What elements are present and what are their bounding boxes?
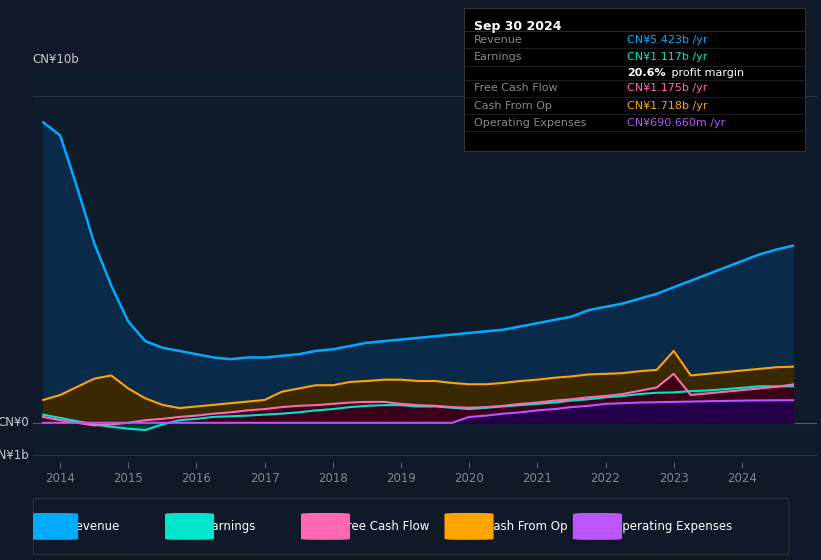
Text: Cash From Op: Cash From Op <box>484 520 567 533</box>
Text: Sep 30 2024: Sep 30 2024 <box>474 20 562 33</box>
Text: CN¥10b: CN¥10b <box>33 53 80 66</box>
Text: 20.6%: 20.6% <box>627 68 666 78</box>
Text: Earnings: Earnings <box>205 520 256 533</box>
Text: Free Cash Flow: Free Cash Flow <box>474 83 557 94</box>
Text: CN¥5.423b /yr: CN¥5.423b /yr <box>627 35 708 45</box>
Text: Cash From Op: Cash From Op <box>474 100 552 110</box>
FancyBboxPatch shape <box>29 513 78 540</box>
Text: CN¥1.718b /yr: CN¥1.718b /yr <box>627 100 708 110</box>
Text: Earnings: Earnings <box>474 52 523 62</box>
Text: Operating Expenses: Operating Expenses <box>613 520 732 533</box>
FancyBboxPatch shape <box>301 513 350 540</box>
Text: Revenue: Revenue <box>474 35 523 45</box>
Text: Free Cash Flow: Free Cash Flow <box>341 520 429 533</box>
Text: -CN¥1b: -CN¥1b <box>0 449 29 462</box>
FancyBboxPatch shape <box>444 513 493 540</box>
FancyBboxPatch shape <box>165 513 214 540</box>
Text: CN¥1.175b /yr: CN¥1.175b /yr <box>627 83 708 94</box>
Text: CN¥0: CN¥0 <box>0 416 29 430</box>
Text: CN¥1.117b /yr: CN¥1.117b /yr <box>627 52 708 62</box>
Text: profit margin: profit margin <box>668 68 745 78</box>
FancyBboxPatch shape <box>573 513 622 540</box>
Text: CN¥690.660m /yr: CN¥690.660m /yr <box>627 118 726 128</box>
Text: Operating Expenses: Operating Expenses <box>474 118 586 128</box>
Text: Revenue: Revenue <box>69 520 121 533</box>
